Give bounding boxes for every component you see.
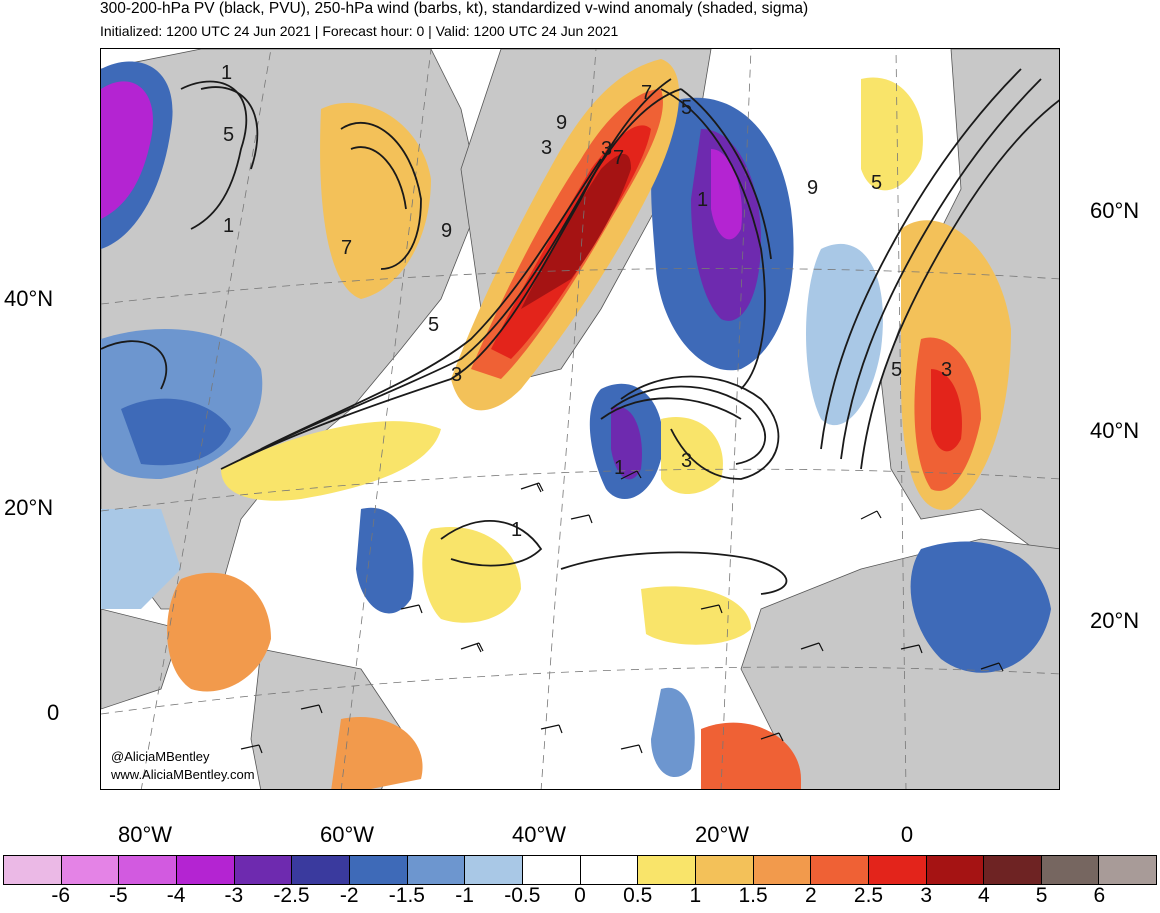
- colorbar-tick-label: -2: [339, 884, 359, 907]
- contour-label: 5: [223, 124, 234, 146]
- colorbar-swatch: [465, 856, 523, 884]
- colorbar-swatch: [580, 856, 639, 884]
- map-title: 300-200-hPa PV (black, PVU), 250-hPa win…: [100, 0, 809, 17]
- colorbar-swatch: [811, 856, 869, 884]
- colorbar-swatch: [868, 856, 927, 884]
- colorbar-swatch: [176, 856, 235, 884]
- colorbar-swatch: [349, 856, 408, 884]
- map-graphic: 5 9 7 1 3 9 7 7 5 3 3 5 9 1 5 1 3 1 5 3 …: [101, 49, 1059, 789]
- graticule: [101, 49, 1059, 789]
- colorbar-swatch: [695, 856, 754, 884]
- colorbar-tick-label: 0.5: [623, 884, 653, 907]
- negative-anomaly-shading: [101, 61, 1051, 778]
- lon-label: 0: [900, 822, 914, 847]
- colorbar-swatch: [4, 856, 62, 884]
- colorbar-swatch: [61, 856, 120, 884]
- lon-label: 60°W: [319, 822, 375, 847]
- lon-label: 40°W: [511, 822, 567, 847]
- contour-label: 1: [511, 519, 522, 541]
- colorbar-tick-label: -1: [455, 884, 474, 907]
- colorbar-tick-label: -3: [224, 884, 244, 907]
- colorbar-tick-label: 2.5: [853, 884, 884, 907]
- contour-label: 5: [891, 359, 902, 381]
- contour-label: 1: [614, 457, 625, 479]
- colorbar-swatch: [234, 856, 293, 884]
- colorbar-tick-label: 1.5: [738, 884, 768, 907]
- colorbar-tick-label: 2: [804, 884, 817, 907]
- pv-contours: [101, 68, 1059, 595]
- contour-label: 9: [807, 177, 818, 199]
- contour-label: 7: [341, 237, 352, 259]
- colorbar-tick-label: 5: [1035, 884, 1048, 907]
- contour-label: 3: [681, 450, 692, 472]
- contour-label: 5: [681, 97, 692, 119]
- colorbar-tick-label: -2.5: [273, 884, 310, 907]
- contour-label: 3: [451, 364, 462, 386]
- colorbar-swatch: [638, 856, 696, 884]
- colorbar-tick-label: -0.5: [504, 884, 541, 907]
- colorbar-tick-label: 4: [978, 884, 990, 907]
- contour-label: 1: [697, 189, 708, 211]
- lat-label-right: 20°N: [1090, 608, 1140, 633]
- lon-label: 20°W: [694, 822, 750, 847]
- lat-label-left: 20°N: [4, 495, 54, 520]
- contour-label: 3: [941, 359, 952, 381]
- colorbar-swatch: [407, 856, 466, 884]
- lat-label-right: 60°N: [1090, 198, 1140, 223]
- contour-label: 1: [221, 62, 232, 84]
- map-subtitle: Initialized: 1200 UTC 24 Jun 2021 | Fore…: [100, 23, 619, 39]
- contour-label: 9: [441, 220, 452, 242]
- lon-label: 80°W: [117, 822, 173, 847]
- colorbar-tick-label: -4: [166, 884, 186, 907]
- contour-label: 9: [556, 112, 567, 134]
- colorbar-tick-label: -6: [51, 884, 71, 907]
- colorbar-swatch: [1041, 856, 1100, 884]
- colorbar-tick-label: 6: [1093, 884, 1106, 907]
- contour-label: 5: [428, 314, 439, 336]
- colorbar-swatch: [926, 856, 985, 884]
- lat-label-left: 40°N: [4, 286, 54, 311]
- colorbar-swatch: [984, 856, 1042, 884]
- contour-label: 5: [871, 172, 882, 194]
- contour-labels: 5 9 7 1 3 9 7 7 5 3 3 5 9 1 5 1 3 1 5 3 …: [221, 62, 952, 541]
- lat-label-right: 40°N: [1090, 418, 1140, 443]
- wind-barbs: [240, 470, 1004, 754]
- colorbar-swatch: [753, 856, 812, 884]
- weather-map: 5 9 7 1 3 9 7 7 5 3 3 5 9 1 5 1 3 1 5 3 …: [100, 48, 1060, 790]
- colorbar-tick-label: 3: [920, 884, 933, 907]
- contour-label: 7: [613, 147, 624, 169]
- colorbar-swatch: [1099, 856, 1157, 884]
- contour-label: 3: [601, 138, 612, 160]
- contour-label: 1: [223, 215, 234, 237]
- colorbar: [3, 855, 1157, 885]
- contour-label: 7: [641, 82, 652, 104]
- credit-handle: @AliciaMBentley: [111, 749, 210, 764]
- colorbar-swatch: [292, 856, 350, 884]
- colorbar-tick-label: 1: [689, 884, 702, 907]
- colorbar-swatch: [119, 856, 177, 884]
- colorbar-tick-label: 0: [574, 884, 586, 907]
- colorbar-swatch: [522, 856, 581, 884]
- credit-url: www.AliciaMBentley.com: [111, 767, 255, 782]
- colorbar-tick-label: -1.5: [388, 884, 425, 907]
- colorbar-tick-label: -5: [109, 884, 128, 907]
- contour-label: 3: [541, 137, 552, 159]
- lat-label-left: 0: [47, 700, 60, 725]
